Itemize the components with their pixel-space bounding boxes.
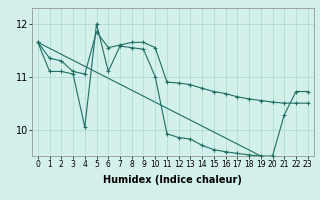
X-axis label: Humidex (Indice chaleur): Humidex (Indice chaleur) — [103, 175, 242, 185]
